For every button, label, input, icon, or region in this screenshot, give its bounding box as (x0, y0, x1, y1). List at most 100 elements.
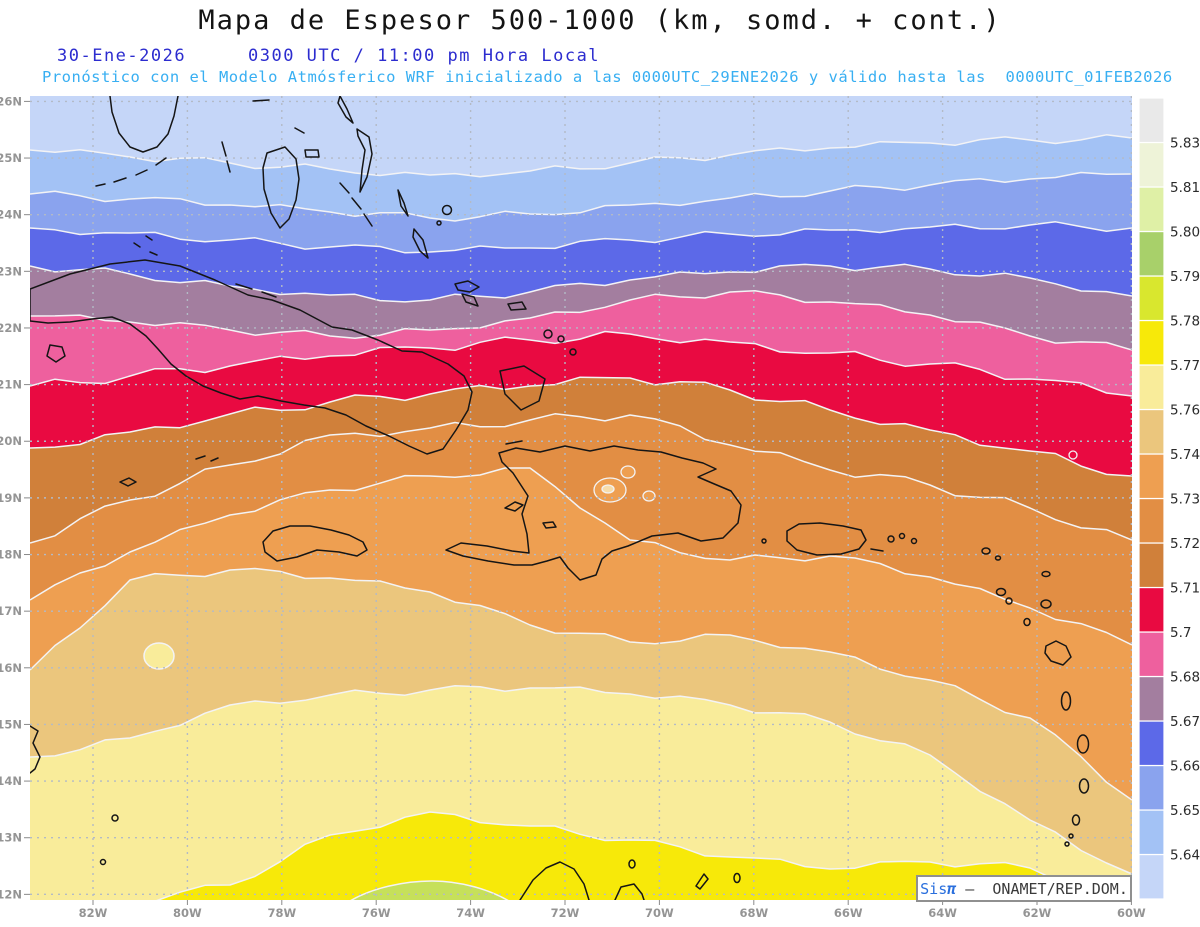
colorbar-segment (1138, 542, 1165, 589)
coast-turks-3 (569, 348, 577, 356)
colorbar-segment (1138, 586, 1165, 633)
coast-antilles-14 (628, 859, 636, 869)
lat-label: 23N (0, 264, 22, 278)
coast-antilles-9 (1078, 778, 1090, 794)
coast-curacao (695, 873, 709, 890)
lat-label: 14N (0, 774, 22, 788)
coast-nicaragua-coast (30, 725, 41, 774)
lon-label: 82W (79, 906, 108, 920)
colorbar-segment (1138, 186, 1165, 233)
colorbar-segment (1138, 275, 1165, 322)
colorbar-segment (1138, 497, 1165, 544)
lat-label: 13N (0, 831, 22, 845)
colorbar-label: 5.7 (1170, 625, 1191, 641)
lat-label: 18N (0, 548, 22, 562)
colorbar-label: 5.712 (1170, 581, 1200, 597)
lat-label: 26N (0, 94, 22, 108)
coast-antilles-12 (1064, 841, 1070, 847)
coast-antilles-15 (733, 872, 741, 884)
contour-blob-pale-yellow (143, 642, 175, 670)
contour-line-5.76 (30, 685, 1132, 875)
contour-line-5.652 (30, 171, 1132, 222)
coast-antilles-2 (995, 587, 1007, 597)
lat-label: 12N (0, 887, 22, 901)
lon-label: 70W (645, 906, 674, 920)
coast-jamaica (262, 525, 368, 562)
coast-eleuthera (356, 128, 373, 193)
lon-label: 80W (173, 906, 202, 920)
map-title: Mapa de Espesor 500-1000 (km, somd. + co… (198, 5, 1002, 36)
colorbar-label: 5.772 (1170, 358, 1200, 374)
coast-lake-enriquillo (542, 521, 557, 529)
credit-org: ONAMET/REP.DOM. (992, 879, 1128, 898)
contour-line-5.724 (30, 413, 1132, 544)
coast-virgin-1 (887, 535, 895, 543)
coast-gonave (504, 501, 524, 512)
coast-san-salvador (441, 204, 453, 216)
coast-new-providence (304, 149, 320, 158)
lat-label: 16N (0, 661, 22, 675)
colorbar-segment (1138, 364, 1165, 411)
contour-line-5.7 (30, 330, 1132, 397)
colorbar-segment (1138, 720, 1165, 767)
coast-antilles-8 (1076, 734, 1090, 754)
colorbar-label: 5.807 (1170, 225, 1200, 241)
colorbar-segment (1138, 453, 1165, 500)
lat-label: 15N (0, 717, 22, 731)
coast-antilles-3 (1005, 597, 1013, 605)
colorbar-label: 5.76 (1170, 403, 1200, 419)
coast-antilles-6 (1023, 617, 1031, 627)
colorbar-label: 5.831 (1170, 136, 1200, 152)
lat-label: 25N (0, 151, 22, 165)
contour-ring-2 (642, 490, 656, 502)
contour-line-5.772 (156, 811, 1132, 900)
coast-turks-1 (543, 329, 553, 339)
colorbar-label: 5.688 (1170, 670, 1200, 686)
colorbar-label: 5.724 (1170, 536, 1200, 552)
contour-line-5.676 (30, 263, 1132, 303)
coast-crooked-acklins (454, 280, 480, 307)
coast-sabana-cays (235, 283, 277, 298)
colorbar-label: 5.64 (1170, 848, 1200, 864)
lat-label: 17N (0, 604, 22, 618)
contour-line-5.736 (30, 467, 1132, 646)
contour-ring-3 (601, 484, 615, 494)
coast-san-andres (99, 858, 107, 866)
lon-label: 64W (928, 906, 957, 920)
lat-label: 22N (0, 321, 22, 335)
coast-florida-keys (95, 157, 167, 187)
band-fill-5.772 (158, 812, 1132, 900)
lon-label: 62W (1023, 906, 1052, 920)
lon-label: 78W (267, 906, 296, 920)
forecast-subtitle: Pronóstico con el Modelo Atmósferico WRF… (42, 68, 1173, 86)
contour-line-5.664 (30, 221, 1132, 254)
coast-antilles-10 (1071, 814, 1081, 826)
lon-label: 68W (739, 906, 768, 920)
contour-line-5.688 (30, 290, 1132, 351)
coastlines (30, 96, 1090, 900)
coast-paraguana (614, 883, 645, 900)
lon-label: 66W (834, 906, 863, 920)
coast-hispaniola (445, 445, 742, 581)
credit-box: Sis π – ONAMET/REP.DOM. (916, 875, 1132, 902)
coast-providencia (111, 814, 119, 822)
coast-grand-bahama (252, 99, 270, 102)
colorbar-label: 5.676 (1170, 714, 1200, 730)
coast-isla-juventud (46, 344, 66, 363)
coast-antilles-7 (1060, 691, 1072, 711)
lon-label: 76W (362, 906, 391, 920)
coast-florida (109, 96, 179, 153)
colorbar-label: 5.795 (1170, 269, 1200, 285)
coast-antilles-11 (1068, 833, 1074, 839)
coast-turks-2 (557, 335, 565, 343)
colorbar-segment (1138, 97, 1165, 144)
coast-berry-islands (294, 127, 305, 134)
colorbar-segment (1138, 141, 1165, 188)
coast-long-island (412, 228, 429, 259)
coast-bimini (221, 141, 231, 173)
coast-antilles-0 (981, 547, 991, 555)
map-area (30, 96, 1132, 900)
lat-label: 19N (0, 491, 22, 505)
